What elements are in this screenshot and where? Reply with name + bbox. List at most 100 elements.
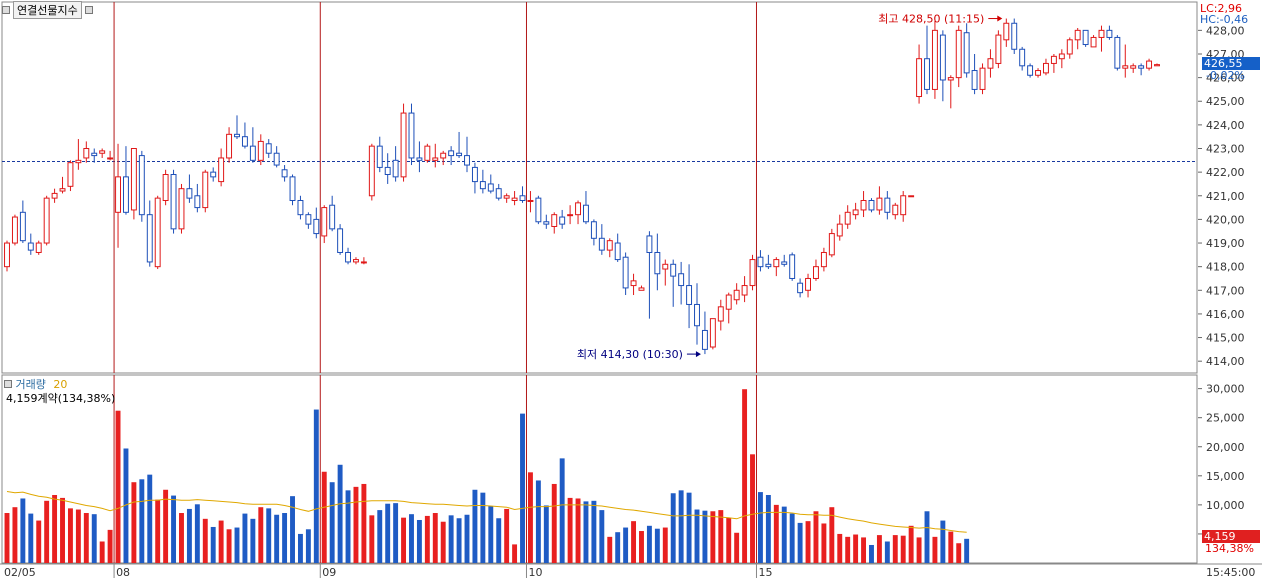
candle-body [614,242,621,261]
candle-body [360,261,367,264]
candle-body [543,221,550,225]
price-tick-label: 415,00 [1206,332,1245,345]
candle-body [368,145,375,197]
last-volume-tag: 4,159 [1202,530,1260,543]
candle-body [527,199,534,202]
candle-body [749,259,756,287]
candle-body [353,259,359,263]
price-tick-label: 418,00 [1206,261,1245,274]
price-tick-label: 422,00 [1206,166,1245,179]
volume-bar [964,538,970,563]
price-panel-frame [1,1,1198,374]
candle-body [908,195,915,198]
candle-body [789,254,796,279]
candle-body [646,235,653,253]
candle-body [709,318,716,348]
candle-body [1058,53,1065,60]
candle-body [226,133,233,159]
candle-body [575,202,581,216]
volume-bar [377,510,383,563]
date-label: 02/05 [4,566,36,579]
volume-bar [535,480,541,563]
candle-body [987,58,994,69]
volume-bar [948,531,954,563]
volume-bar [757,492,763,563]
change-label: -0,02% [1206,69,1245,82]
volume-label[interactable]: 거래량 [15,378,46,391]
volume-bar [337,464,343,563]
candle-body [670,263,677,277]
time-label: 15:45:00 [1206,566,1255,579]
candle-body [376,145,383,168]
volume-bar [845,536,851,563]
price-tick-label: 417,00 [1206,284,1245,297]
candle-body [765,263,772,268]
volume-bar [710,511,716,563]
candle-body [820,251,827,268]
volume-ma-period[interactable]: 20 [53,378,68,391]
instrument-name[interactable]: 연결선물지수 [13,1,82,19]
candle-body [392,159,399,178]
price-tick-label: 425,00 [1206,95,1245,108]
volume-bar [496,518,502,563]
volume-bar [250,518,256,563]
volume-bar [163,489,169,563]
candle-body [939,34,946,81]
candle-body [995,34,1002,64]
candle-body [741,285,748,296]
volume-menu-icon[interactable] [4,380,12,388]
candle-body [51,192,58,199]
candle-body [27,242,34,251]
volume-bar [726,517,732,563]
volume-bar [488,506,494,563]
volume-bar [520,413,525,563]
volume-bar [75,509,81,563]
candle-body [273,152,280,166]
hc-label: HC:-0,46 [1200,13,1249,26]
volume-bar [956,543,962,563]
candle-body [797,282,804,294]
volume-tick-label: 30,000 [1206,383,1245,396]
volume-bar [305,529,311,563]
volume-bar [171,495,177,563]
candle-body [43,197,50,244]
candle-body [519,195,526,201]
volume-bar [440,521,446,563]
volume-info: 4,159계약(134,38%) [6,392,116,405]
volume-bar [869,544,874,563]
panel-menu-icon[interactable] [2,6,10,14]
candle-body [963,32,970,74]
candle-body [59,188,66,192]
volume-bar [147,474,153,563]
candle-body [725,294,732,310]
candle-body [162,174,169,201]
volume-bar [821,523,827,563]
candle-body [218,157,225,183]
candle-body [75,159,82,164]
volume-bar [567,497,573,563]
volume-bar [670,493,676,563]
volume-bar [853,534,859,563]
volume-bar [186,508,192,563]
candle-body [892,204,899,216]
volume-bar [639,531,644,563]
volume-bar [686,492,692,563]
candle-body [916,58,923,98]
candle-body [813,266,819,279]
candle-body [115,176,121,213]
volume-bar [623,527,629,563]
candle-body [138,155,145,216]
volume-bar [345,490,351,563]
candle-body [1090,36,1097,48]
candle-body [186,188,193,199]
volume-bar [290,496,295,563]
candle-body [130,148,137,211]
volume-bar [20,498,26,563]
volume-bar [813,511,819,563]
volume-bar [464,514,470,563]
panel-settings-icon[interactable] [84,6,93,14]
candle-body [440,152,447,159]
volume-bar [884,541,890,563]
volume-bar [155,499,161,563]
